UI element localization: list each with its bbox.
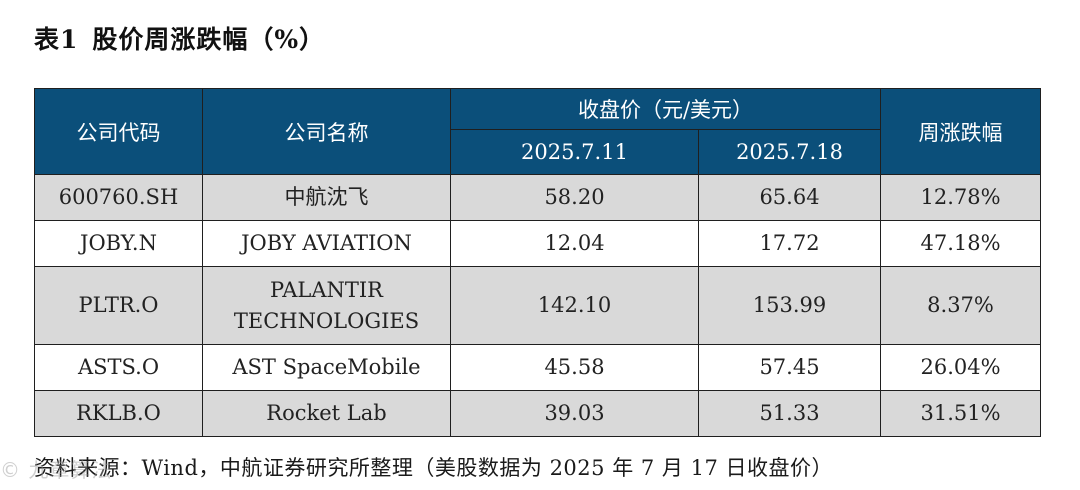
cell-name: 中航沈飞 — [202, 174, 451, 221]
cell-price-2: 51.33 — [697, 390, 882, 437]
cell-change: 26.04% — [880, 344, 1042, 391]
cell-change: 47.18% — [880, 220, 1042, 267]
cell-price-2: 17.72 — [697, 220, 882, 267]
cell-price-2: 57.45 — [697, 344, 882, 391]
table-number: 表1 — [34, 25, 79, 54]
table-row: ASTS.O AST SpaceMobile 45.58 57.45 26.04… — [34, 344, 1042, 391]
cell-code: JOBY.N — [34, 220, 203, 267]
cell-price-1: 45.58 — [450, 344, 699, 391]
cell-name: JOBY AVIATION — [202, 220, 451, 267]
cell-code: ASTS.O — [34, 344, 203, 391]
source-note: 资料来源：Wind，中航证券研究所整理（美股数据为 2025 年 7 月 17 … — [34, 456, 833, 480]
cell-code: 600760.SH — [34, 174, 203, 221]
table-title-text: 股价周涨跌幅（%） — [92, 25, 326, 54]
cell-change: 31.51% — [880, 390, 1042, 437]
table-row: JOBY.N JOBY AVIATION 12.04 17.72 47.18% — [34, 220, 1042, 267]
header-date-1: 2025.7.11 — [450, 129, 699, 175]
cell-price-1: 39.03 — [450, 390, 699, 437]
table-title: 表1 股价周涨跌幅（%） — [34, 20, 325, 56]
table-row: PLTR.O PALANTIR TECHNOLOGIES 142.10 153.… — [34, 266, 1042, 345]
cell-code: PLTR.O — [34, 266, 203, 345]
cell-price-1: 142.10 — [450, 266, 699, 345]
cell-price-2: 153.99 — [697, 266, 882, 345]
header-date-2: 2025.7.18 — [697, 129, 882, 175]
cell-price-1: 58.20 — [450, 174, 699, 221]
watermark: © 九章算法 — [0, 458, 113, 482]
cell-name: AST SpaceMobile — [202, 344, 451, 391]
stock-price-table: 公司代码 公司名称 收盘价（元/美元） 周涨跌幅 2025.7.11 2025.… — [34, 88, 1042, 437]
table-row: RKLB.O Rocket Lab 39.03 51.33 31.51% — [34, 390, 1042, 437]
header-company-name: 公司名称 — [202, 88, 451, 175]
cell-price-2: 65.64 — [697, 174, 882, 221]
cell-name: PALANTIR TECHNOLOGIES — [202, 266, 451, 345]
cell-name: Rocket Lab — [202, 390, 451, 437]
table-row: 600760.SH 中航沈飞 58.20 65.64 12.78% — [34, 174, 1042, 221]
cell-change: 8.37% — [880, 266, 1042, 345]
cell-name-line-2: TECHNOLOGIES — [233, 308, 420, 333]
header-company-code: 公司代码 — [34, 88, 203, 175]
header-weekly-change: 周涨跌幅 — [880, 88, 1042, 175]
cell-price-1: 12.04 — [450, 220, 699, 267]
cell-code: RKLB.O — [34, 390, 203, 437]
header-close-price: 收盘价（元/美元） — [449, 88, 882, 130]
cell-change: 12.78% — [880, 174, 1042, 221]
cell-name-line-1: PALANTIR — [270, 278, 383, 303]
